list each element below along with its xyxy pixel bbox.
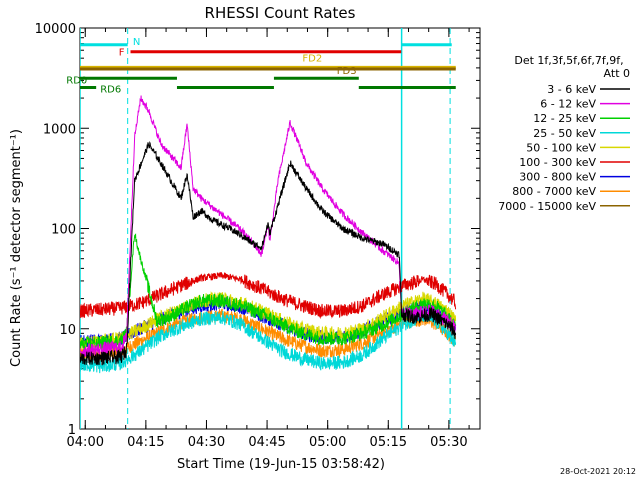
y-tick-label: 1: [68, 423, 76, 438]
y-tick-label: 1000: [43, 122, 76, 137]
state-bar-label: FD3: [337, 66, 357, 77]
x-tick-label: 04:15: [127, 435, 164, 450]
legend-entry-label: 25 - 50 keV: [533, 127, 596, 140]
x-tick-label: 04:00: [67, 435, 104, 450]
y-tick-label: 10000: [35, 22, 76, 37]
x-axis-label: Start Time (19-Jun-15 03:58:42): [177, 457, 385, 472]
legend-entry-label: 50 - 100 keV: [526, 141, 596, 154]
y-tick-label: 100: [51, 223, 76, 238]
x-tick-label: 04:45: [248, 435, 285, 450]
state-bar-label: RD0: [66, 75, 87, 86]
series-line: [80, 140, 457, 366]
legend-entry-label: 3 - 6 keV: [547, 83, 596, 96]
y-axis-label-group: Count Rate (s⁻¹ detector segment⁻¹): [9, 129, 24, 367]
legend-entry-label: 12 - 25 keV: [533, 112, 596, 125]
state-bar-label: FD2: [302, 53, 322, 64]
plot-inner: [80, 28, 457, 429]
series-line: [80, 307, 457, 374]
series-line: [80, 272, 457, 320]
state-bar-label: F: [119, 48, 125, 59]
x-tick-label: 05:00: [309, 435, 346, 450]
x-tick-label: 04:30: [188, 435, 225, 450]
series-line: [80, 233, 457, 351]
footer-timestamp: 28-Oct-2021 20:12: [560, 467, 636, 476]
legend-entry-label: 300 - 800 keV: [519, 171, 596, 184]
state-bar-label: RD6: [100, 84, 121, 95]
chart-title: RHESSI Count Rates: [205, 4, 356, 22]
y-axis-label: Count Rate (s⁻¹ detector segment⁻¹): [9, 129, 24, 367]
legend-entry-label: 7000 - 15000 keV: [498, 200, 596, 213]
x-tick-label: 05:15: [370, 435, 407, 450]
state-bar-label: N: [133, 37, 140, 48]
legend-header-line-1: Det 1f,3f,5f,6f,7f,9f,: [514, 54, 623, 67]
plot-layer: 1 10 100 1000 10000 04:00 04:15 04:30 04:45 05:00…: [35, 22, 630, 450]
legend-header-line-2: Att 0: [604, 67, 630, 80]
legend-entry-label: 100 - 300 keV: [519, 156, 596, 169]
legend-entry-label: 800 - 7000 keV: [512, 185, 596, 198]
x-tick-label: 05:30: [430, 435, 467, 450]
legend-entry-label: 6 - 12 keV: [540, 98, 596, 111]
y-tick-label: 10: [59, 323, 76, 338]
